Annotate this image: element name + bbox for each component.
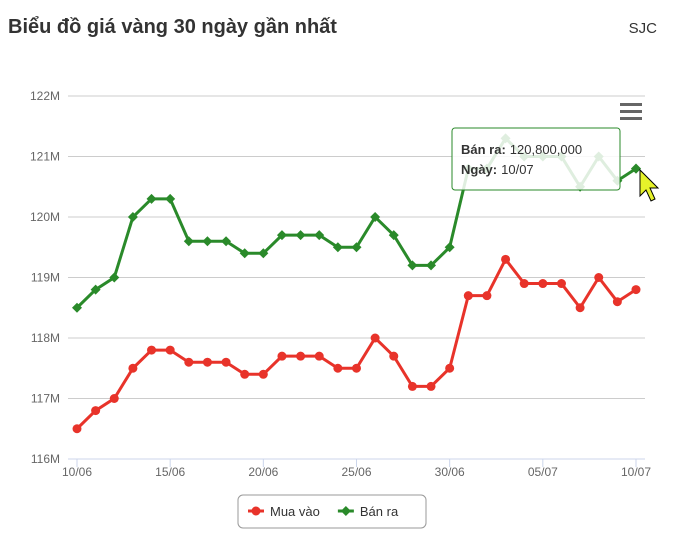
y-tick-label: 119M bbox=[31, 271, 60, 285]
data-point bbox=[612, 297, 622, 307]
data-point bbox=[277, 351, 287, 361]
y-tick-label: 117M bbox=[31, 392, 60, 406]
data-point bbox=[389, 351, 399, 361]
data-point bbox=[388, 230, 399, 241]
data-point bbox=[370, 212, 381, 222]
tooltip-value: 10/07 bbox=[501, 162, 534, 177]
data-point bbox=[240, 369, 250, 379]
data-point bbox=[165, 193, 176, 204]
legend-label: Mua vào bbox=[270, 504, 320, 519]
data-point bbox=[426, 381, 436, 391]
data-point bbox=[109, 272, 120, 283]
x-tick-label: 10/07 bbox=[621, 465, 651, 479]
data-point bbox=[183, 236, 194, 247]
data-point bbox=[332, 242, 343, 253]
legend-item[interactable]: Mua vào bbox=[248, 504, 320, 519]
legend: Mua vào Bán ra bbox=[237, 494, 427, 529]
data-point bbox=[333, 363, 343, 373]
data-point bbox=[146, 193, 157, 204]
data-point bbox=[91, 406, 101, 416]
tooltip-value: 120,800,000 bbox=[510, 142, 582, 157]
chart-subtitle: SJC bbox=[629, 20, 658, 37]
data-point bbox=[202, 357, 212, 367]
y-tick-label: 116M bbox=[31, 452, 60, 466]
data-point bbox=[594, 273, 604, 282]
data-point bbox=[184, 357, 194, 367]
data-point bbox=[352, 363, 361, 373]
y-tick-label: 120M bbox=[30, 210, 60, 224]
data-point bbox=[147, 345, 157, 355]
data-point bbox=[351, 242, 362, 253]
legend-item[interactable]: Bán ra bbox=[337, 504, 399, 519]
data-point bbox=[444, 242, 455, 253]
data-point bbox=[519, 279, 529, 289]
legend-marker bbox=[340, 506, 351, 516]
data-point bbox=[631, 163, 641, 174]
data-point bbox=[370, 333, 380, 343]
data-point bbox=[72, 424, 82, 434]
data-point bbox=[314, 230, 325, 241]
data-point bbox=[463, 291, 473, 301]
legend-label: Bán ra bbox=[360, 504, 399, 519]
y-tick-label: 118M bbox=[31, 331, 60, 345]
data-point bbox=[631, 285, 641, 295]
data-point bbox=[202, 236, 213, 247]
data-point bbox=[128, 363, 138, 373]
tooltip-key: Bán ra: bbox=[461, 142, 506, 157]
chart-title: Biểu đồ giá vàng 30 ngày gần nhất bbox=[8, 16, 337, 38]
data-point bbox=[90, 284, 101, 295]
data-point bbox=[445, 363, 455, 373]
x-tick-label: 10/06 bbox=[62, 465, 92, 479]
legend-marker bbox=[251, 506, 261, 516]
x-tick-label: 20/06 bbox=[248, 465, 278, 479]
data-point bbox=[295, 230, 306, 241]
data-point bbox=[276, 230, 287, 241]
data-point bbox=[258, 248, 269, 259]
legend-box bbox=[237, 494, 427, 529]
data-point bbox=[482, 291, 492, 301]
y-tick-label: 121M bbox=[30, 150, 60, 164]
data-point bbox=[165, 345, 175, 355]
menu-button[interactable] bbox=[620, 103, 642, 120]
x-tick-label: 30/06 bbox=[435, 465, 465, 479]
data-point bbox=[239, 248, 250, 259]
tooltip-key: Ngày: bbox=[461, 162, 497, 177]
tooltip: Bán ra: 120,800,000 Ngày: 10/07 bbox=[451, 127, 660, 202]
data-point bbox=[296, 351, 306, 361]
data-point bbox=[575, 303, 585, 313]
data-point bbox=[314, 351, 324, 361]
data-point bbox=[109, 394, 119, 403]
x-tick-label: 05/07 bbox=[528, 465, 558, 479]
data-point bbox=[407, 381, 417, 391]
data-point bbox=[426, 260, 437, 271]
data-point bbox=[221, 357, 231, 367]
x-tick-label: 15/06 bbox=[155, 465, 185, 479]
data-point bbox=[72, 302, 82, 313]
tooltip-box bbox=[451, 127, 621, 191]
cursor bbox=[639, 168, 660, 202]
x-tick-label: 25/06 bbox=[341, 465, 371, 479]
series-line bbox=[75, 256, 637, 430]
data-point bbox=[501, 254, 511, 264]
data-point bbox=[556, 279, 566, 289]
data-point bbox=[221, 236, 232, 247]
data-point bbox=[258, 369, 268, 379]
y-tick-label: 122M bbox=[30, 89, 60, 103]
data-point bbox=[127, 212, 138, 222]
data-point bbox=[407, 260, 418, 271]
data-point bbox=[538, 279, 548, 289]
